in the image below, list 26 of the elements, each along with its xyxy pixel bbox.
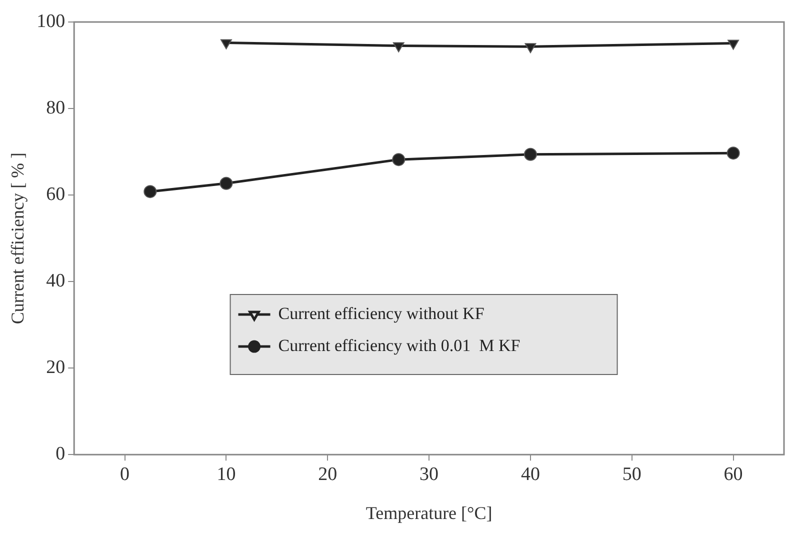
point: [524, 148, 537, 161]
x-tick-label: 20: [318, 464, 338, 485]
point: [726, 146, 740, 160]
x-tick-label: 40: [520, 464, 540, 485]
y-tick-label: 20: [46, 357, 66, 378]
y-axis-title: Current efficiency [ % ]: [8, 152, 28, 324]
y-tick-label: 40: [46, 270, 66, 292]
y-tick-label: 60: [46, 184, 66, 206]
x-tick-label: 10: [216, 464, 236, 485]
y-tick-label: 100: [36, 10, 66, 32]
point: [220, 39, 232, 50]
point: [220, 176, 233, 190]
point: [392, 42, 404, 52]
y-tick-label: 0: [56, 444, 66, 465]
point: [392, 153, 406, 166]
x-tick-label: 50: [622, 464, 642, 485]
legend-label: Current efficiency without KF: [278, 304, 484, 324]
x-tick-label: 60: [724, 464, 743, 485]
x-tick-label: 30: [420, 464, 439, 485]
point: [728, 40, 739, 50]
point: [524, 43, 536, 54]
y-tick-label: 80: [46, 98, 66, 119]
x-tick-label: 0: [120, 464, 130, 485]
point: [144, 185, 157, 198]
legend-label: Current efficiency with 0.01 M KF: [278, 336, 520, 356]
x-axis-title: Temperature [°C]: [366, 502, 492, 523]
